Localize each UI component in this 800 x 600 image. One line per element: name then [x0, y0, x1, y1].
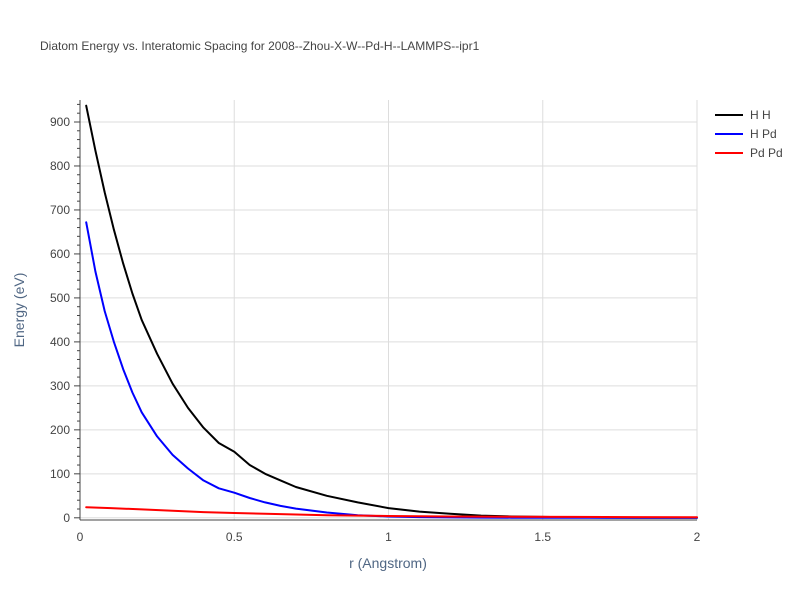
grid: [80, 100, 698, 520]
plot-area[interactable]: [85, 104, 698, 519]
legend-item-pd-pd[interactable]: Pd Pd: [715, 146, 783, 160]
y-tick-label: 200: [50, 423, 70, 437]
tick-labels: 0 0.5 1 1.5 2 0 100 200 300 400 500 600 700 800 900: [50, 115, 701, 544]
legend-item-h-pd[interactable]: H Pd: [715, 127, 777, 141]
x-tick-label: 0: [77, 530, 84, 544]
y-tick-label: 100: [50, 467, 70, 481]
y-tick-label: 500: [50, 291, 70, 305]
x-tick-label: 1.5: [534, 530, 551, 544]
y-tick-label: 0: [63, 511, 70, 525]
y-axis-title: Energy (eV): [11, 273, 27, 348]
legend-label: Pd Pd: [750, 146, 783, 160]
legend[interactable]: H H H Pd Pd Pd: [715, 108, 783, 160]
series-line-pd-pd[interactable]: [85, 506, 698, 519]
x-tick-label: 2: [694, 530, 701, 544]
y-tick-label: 400: [50, 335, 70, 349]
y-tick-label: 700: [50, 203, 70, 217]
legend-label: H Pd: [750, 127, 777, 141]
y-tick-label: 800: [50, 159, 70, 173]
x-tick-label: 1: [385, 530, 392, 544]
y-tick-label: 600: [50, 247, 70, 261]
axes: [74, 100, 697, 521]
y-tick-label: 300: [50, 379, 70, 393]
legend-item-h-h[interactable]: H H: [715, 108, 771, 122]
chart-title: Diatom Energy vs. Interatomic Spacing fo…: [40, 39, 480, 53]
x-axis-title: r (Angstrom): [349, 555, 427, 571]
legend-label: H H: [750, 108, 771, 122]
x-tick-label: 0.5: [226, 530, 243, 544]
y-tick-label: 900: [50, 115, 70, 129]
